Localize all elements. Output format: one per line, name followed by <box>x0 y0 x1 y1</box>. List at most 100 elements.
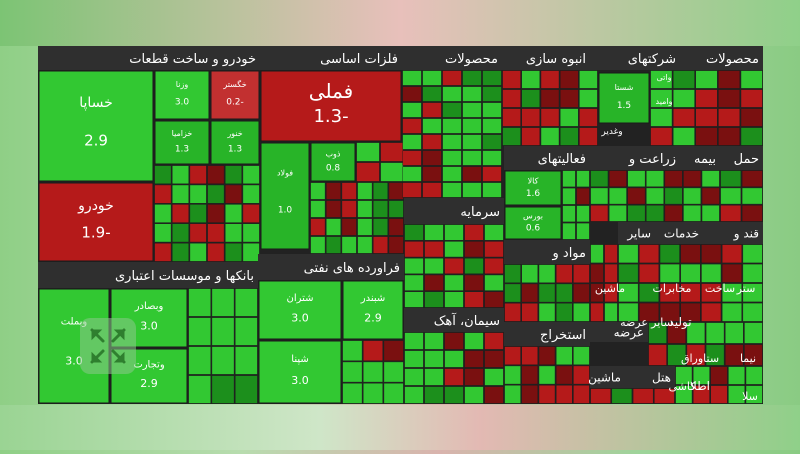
small-stock-tile <box>725 344 744 366</box>
small-stock-tile <box>402 102 422 118</box>
small-stock-tile <box>538 346 556 365</box>
small-stock-tile <box>404 241 424 258</box>
small-stock-tile <box>464 241 484 258</box>
stock-change-label: 3.0 <box>291 374 309 387</box>
small-stock-tile <box>189 242 207 262</box>
small-stock-tile <box>462 182 482 198</box>
small-stock-tile <box>235 375 258 404</box>
small-stock-tile <box>701 244 722 264</box>
small-stock-tile <box>242 223 260 243</box>
small-stock-tile <box>639 263 660 283</box>
background-bottom-band <box>0 405 800 450</box>
small-stock-tile <box>464 291 484 308</box>
sector-label: حمل <box>734 152 759 167</box>
sector-header-bar <box>703 222 763 244</box>
small-stock-tile <box>326 218 341 236</box>
small-stock-tile <box>720 170 742 187</box>
small-stock-tile <box>404 332 424 350</box>
small-stock-tile <box>650 89 673 108</box>
small-stock-tile <box>482 134 502 150</box>
small-stock-tile <box>576 205 590 223</box>
small-stock-tile <box>484 386 504 404</box>
small-stock-tile <box>207 184 225 204</box>
small-stock-tile <box>521 365 538 385</box>
expand-arrows-icon <box>90 328 126 364</box>
small-stock-tile <box>627 170 646 187</box>
sector-header-bar <box>502 46 590 70</box>
small-stock-tile <box>357 236 373 254</box>
small-stock-tile <box>342 383 363 404</box>
small-stock-tile <box>341 218 357 236</box>
small-stock-tile <box>482 86 502 102</box>
small-stock-tile <box>462 70 482 86</box>
small-stock-tile <box>718 108 741 127</box>
stock-change-label: 1.9- <box>81 224 110 242</box>
small-stock-tile <box>675 385 693 404</box>
small-stock-tile <box>618 263 639 283</box>
small-stock-tile <box>693 366 710 385</box>
small-stock-tile <box>673 127 695 146</box>
expand-button[interactable] <box>80 318 136 374</box>
stock-symbol-label: وبملت <box>61 316 88 327</box>
small-stock-tile <box>659 283 680 303</box>
small-stock-tile <box>646 205 664 222</box>
small-stock-tile <box>235 288 258 317</box>
small-stock-tile <box>701 283 722 303</box>
small-stock-tile <box>225 184 242 204</box>
small-stock-tile <box>482 70 502 86</box>
small-stock-tile <box>211 317 235 346</box>
small-stock-tile <box>721 283 742 303</box>
small-stock-tile <box>357 218 373 236</box>
small-stock-tile <box>422 70 442 86</box>
small-stock-tile <box>705 322 725 344</box>
small-stock-tile <box>242 242 260 262</box>
small-stock-tile <box>579 127 598 146</box>
sector-header-bar <box>38 46 260 70</box>
small-stock-tile <box>590 263 604 283</box>
small-stock-tile <box>357 182 373 200</box>
small-stock-tile <box>659 263 680 283</box>
small-stock-tile <box>422 166 442 182</box>
small-stock-tile <box>462 150 482 166</box>
small-stock-tile <box>720 187 742 205</box>
small-stock-tile <box>562 222 576 240</box>
small-stock-tile <box>718 127 741 146</box>
small-stock-tile <box>744 344 763 366</box>
small-stock-tile <box>373 200 388 218</box>
small-stock-tile <box>402 134 422 150</box>
small-stock-tile <box>188 288 211 317</box>
small-stock-tile <box>504 346 521 365</box>
small-stock-tile <box>363 383 383 404</box>
sector-label: عرضه <box>614 326 644 341</box>
sector-header-bar <box>590 366 625 388</box>
small-stock-tile <box>573 346 590 365</box>
sector-label: خودرو و ساخت قطعات <box>129 52 256 67</box>
small-stock-tile <box>484 258 504 275</box>
small-stock-tile <box>341 200 357 218</box>
small-stock-tile <box>188 375 211 404</box>
small-stock-tile <box>556 264 573 283</box>
small-stock-tile <box>502 127 521 146</box>
small-stock-tile <box>504 303 521 322</box>
small-stock-tile <box>673 108 695 127</box>
small-stock-tile <box>680 302 701 322</box>
small-stock-tile <box>659 244 680 264</box>
small-stock-tile <box>560 127 579 146</box>
small-stock-label: عرضه <box>620 316 648 329</box>
small-stock-tile <box>482 182 502 198</box>
sector-header-bar <box>38 262 258 288</box>
small-stock-tile <box>242 204 260 223</box>
small-stock-tile <box>464 224 484 241</box>
small-stock-tile <box>207 204 225 223</box>
small-stock-tile <box>576 170 590 188</box>
small-stock-tile <box>556 346 573 365</box>
stock-change-label: 0.8 <box>326 163 341 173</box>
small-stock-label: کاشی <box>669 380 697 393</box>
small-stock-tile <box>188 317 211 346</box>
small-stock-tile <box>172 165 189 185</box>
small-stock-tile <box>742 283 763 303</box>
small-stock-tile <box>579 89 598 108</box>
small-stock-tile <box>464 274 484 291</box>
small-stock-tile <box>442 166 462 182</box>
